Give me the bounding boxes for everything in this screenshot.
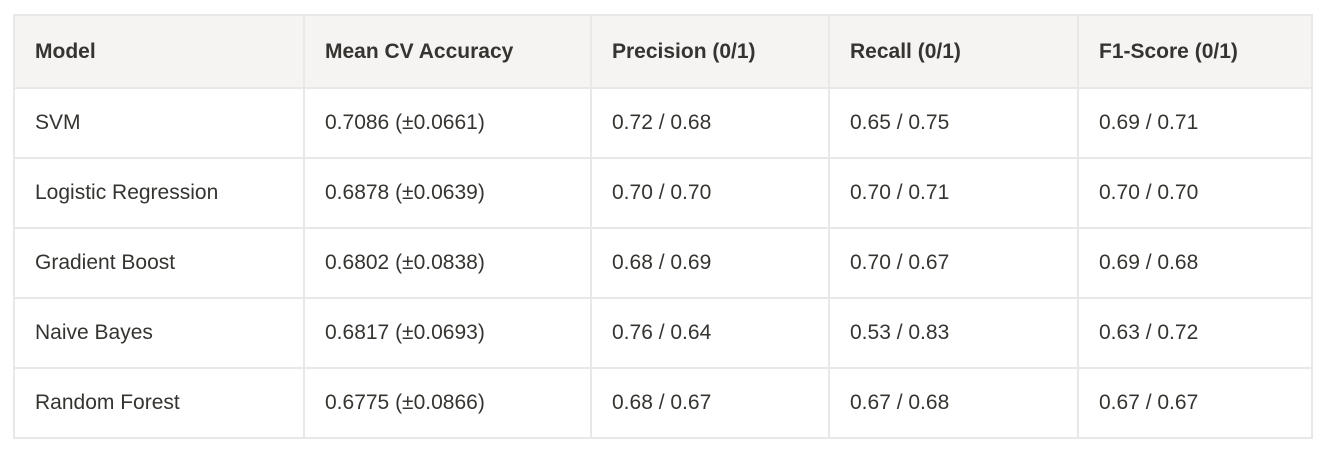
cell-model: Logistic Regression xyxy=(13,157,305,229)
table-row: SVM 0.7086 (±0.0661) 0.72 / 0.68 0.65 / … xyxy=(13,87,1313,159)
column-header-precision: Precision (0/1) xyxy=(590,14,830,89)
cell-model: Gradient Boost xyxy=(13,227,305,299)
table-body: SVM 0.7086 (±0.0661) 0.72 / 0.68 0.65 / … xyxy=(13,87,1313,439)
cell-model: Random Forest xyxy=(13,367,305,439)
cell-recall: 0.65 / 0.75 xyxy=(828,87,1079,159)
cell-accuracy: 0.6817 (±0.0693) xyxy=(303,297,592,369)
table-row: Gradient Boost 0.6802 (±0.0838) 0.68 / 0… xyxy=(13,227,1313,299)
cell-accuracy: 0.6878 (±0.0639) xyxy=(303,157,592,229)
cell-f1: 0.67 / 0.67 xyxy=(1077,367,1313,439)
table-row: Logistic Regression 0.6878 (±0.0639) 0.7… xyxy=(13,157,1313,229)
column-header-f1-score: F1-Score (0/1) xyxy=(1077,14,1313,89)
column-header-recall: Recall (0/1) xyxy=(828,14,1079,89)
cell-accuracy: 0.6802 (±0.0838) xyxy=(303,227,592,299)
cell-f1: 0.70 / 0.70 xyxy=(1077,157,1313,229)
cell-precision: 0.72 / 0.68 xyxy=(590,87,830,159)
cell-precision: 0.76 / 0.64 xyxy=(590,297,830,369)
cell-recall: 0.70 / 0.67 xyxy=(828,227,1079,299)
cell-model: SVM xyxy=(13,87,305,159)
cell-f1: 0.69 / 0.68 xyxy=(1077,227,1313,299)
table-row: Naive Bayes 0.6817 (±0.0693) 0.76 / 0.64… xyxy=(13,297,1313,369)
cell-model: Naive Bayes xyxy=(13,297,305,369)
cell-precision: 0.68 / 0.67 xyxy=(590,367,830,439)
cell-recall: 0.53 / 0.83 xyxy=(828,297,1079,369)
cell-f1: 0.69 / 0.71 xyxy=(1077,87,1313,159)
table-row: Random Forest 0.6775 (±0.0866) 0.68 / 0.… xyxy=(13,367,1313,439)
model-metrics-table: Model Mean CV Accuracy Precision (0/1) R… xyxy=(13,14,1313,439)
header-row: Model Mean CV Accuracy Precision (0/1) R… xyxy=(13,14,1313,89)
cell-recall: 0.70 / 0.71 xyxy=(828,157,1079,229)
cell-f1: 0.63 / 0.72 xyxy=(1077,297,1313,369)
model-metrics-table-container: Model Mean CV Accuracy Precision (0/1) R… xyxy=(13,14,1313,439)
cell-precision: 0.70 / 0.70 xyxy=(590,157,830,229)
table-header: Model Mean CV Accuracy Precision (0/1) R… xyxy=(13,14,1313,89)
column-header-model: Model xyxy=(13,14,305,89)
cell-accuracy: 0.6775 (±0.0866) xyxy=(303,367,592,439)
cell-recall: 0.67 / 0.68 xyxy=(828,367,1079,439)
cell-precision: 0.68 / 0.69 xyxy=(590,227,830,299)
cell-accuracy: 0.7086 (±0.0661) xyxy=(303,87,592,159)
column-header-mean-cv-accuracy: Mean CV Accuracy xyxy=(303,14,592,89)
